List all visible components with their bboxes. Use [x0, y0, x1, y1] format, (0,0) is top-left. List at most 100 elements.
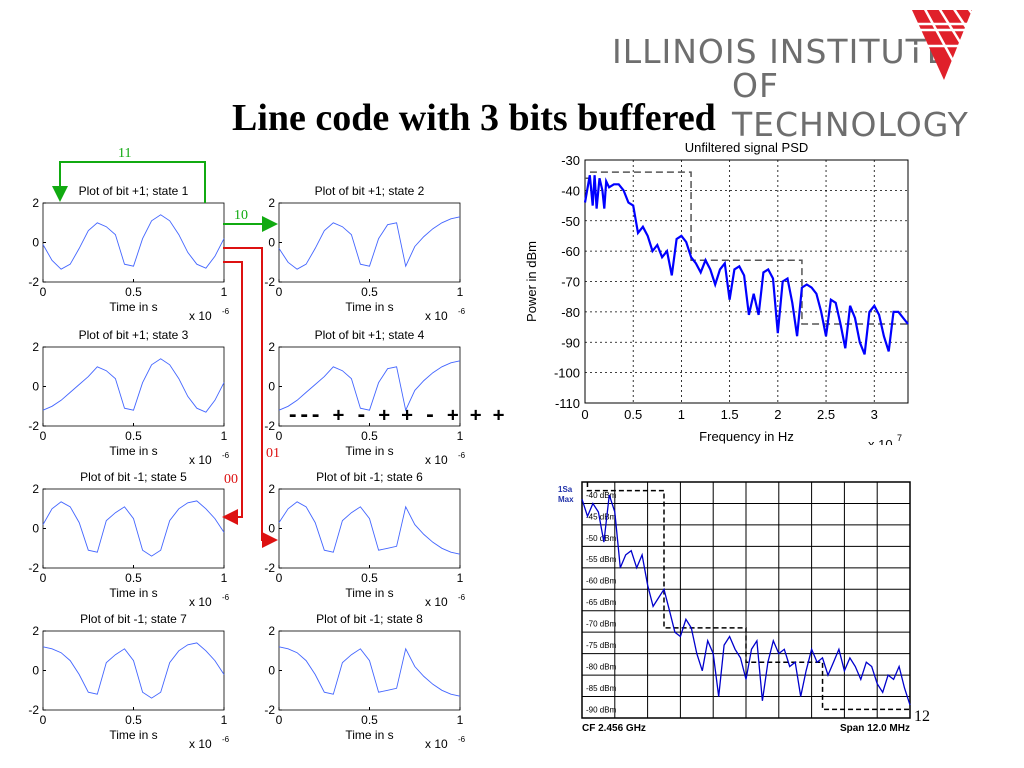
subplot-frame: [278, 346, 461, 427]
y-tick-label: -70: [561, 275, 580, 290]
sa-y-label: -70 dBm: [586, 620, 617, 629]
x-axis-label: Time in s: [345, 728, 393, 742]
x-tick-label: 0.5: [125, 571, 142, 585]
logo-line-1: ILLINOIS INSTITUTE: [612, 32, 949, 71]
x-multiplier: x 10: [425, 595, 448, 609]
x-axis-label: Time in s: [109, 444, 157, 458]
chart-title: Unfiltered signal PSD: [685, 140, 809, 155]
subplot-title: Plot of bit +1; state 1: [79, 184, 189, 198]
x-tick-label: 1: [221, 713, 228, 727]
x-multiplier: x 10: [425, 737, 448, 751]
x-tick-label: 2: [774, 407, 781, 422]
x-tick-label: 1: [678, 407, 685, 422]
y-tick-label: 2: [268, 482, 275, 496]
sa-mode-label: 1Sa: [558, 485, 573, 494]
sa-y-label: -75 dBm: [586, 641, 617, 650]
psd-chart: Unfiltered signal PSD 0 0.5 1 1.5 2 2.5 3 -30 -40…: [524, 140, 909, 445]
x-exponent: 7: [897, 433, 902, 443]
y-tick-label: -2: [264, 703, 275, 717]
x-tick-label: 0.5: [361, 285, 378, 299]
sa-y-label: -65 dBm: [586, 598, 617, 607]
page-number: 12: [914, 708, 930, 725]
waveform-line: [42, 214, 225, 270]
subplot-title: Plot of bit +1; state 4: [315, 328, 425, 342]
x-tick-label: 0: [276, 571, 283, 585]
sa-y-label: -50 dBm: [586, 534, 617, 543]
x-exponent: -6: [458, 735, 466, 744]
sa-mask-line: [586, 482, 910, 711]
x-tick-label: 0.5: [361, 429, 378, 443]
y-tick-label: 0: [32, 380, 39, 394]
x-multiplier: x 10: [425, 309, 448, 323]
x-exponent: -6: [222, 593, 230, 602]
y-tick-label: -2: [28, 703, 39, 717]
x-axis-label: Time in s: [109, 728, 157, 742]
subplot-frame: [278, 488, 461, 569]
x-axis-label: Time in s: [109, 300, 157, 314]
y-tick-label: -50: [561, 214, 580, 229]
x-exponent: -6: [222, 735, 230, 744]
y-tick-label: 2: [32, 624, 39, 638]
x-exponent: -6: [458, 593, 466, 602]
waveform-line: [278, 646, 461, 697]
y-tick-label: 2: [32, 196, 39, 210]
y-tick-label: 2: [32, 482, 39, 496]
waveform-line: [42, 358, 225, 413]
y-tick-label: -30: [561, 153, 580, 168]
y-tick-label: -2: [264, 419, 275, 433]
slide-title: Line code with 3 bits buffered: [232, 97, 716, 139]
y-tick-label: -100: [554, 366, 580, 381]
subplot-frame: [278, 630, 461, 711]
y-tick-label: 2: [268, 624, 275, 638]
y-tick-label: 0: [268, 664, 275, 678]
waveform-line: [42, 642, 225, 699]
y-tick-label: -40: [561, 183, 580, 198]
y-tick-label: -110: [555, 396, 580, 411]
x-multiplier: x 10: [189, 309, 212, 323]
subplot-title: Plot of bit -1; state 5: [80, 470, 187, 484]
x-multiplier: x 10: [189, 737, 212, 751]
x-tick-label: 2.5: [817, 407, 835, 422]
y-tick-label: -2: [28, 561, 39, 575]
x-axis-label: Time in s: [109, 586, 157, 600]
subplot-frame: [42, 488, 225, 569]
arrow-label-11: 11: [118, 146, 132, 161]
x-tick-label: 1.5: [721, 407, 739, 422]
y-tick-label: 0: [32, 236, 39, 250]
psd-series-line: [583, 175, 909, 355]
x-tick-label: 1: [221, 429, 228, 443]
sa-y-label: -85 dBm: [586, 684, 617, 693]
x-multiplier: x 10: [425, 453, 448, 467]
subplot-frame: [42, 202, 225, 283]
waveform-line: [278, 360, 461, 412]
arrow-label-00: 00: [224, 472, 238, 487]
sa-center-frequency: CF 2.456 GHz: [582, 723, 646, 734]
sa-y-label: -40 dBm: [586, 491, 617, 500]
x-tick-label: 1: [457, 429, 464, 443]
sa-span: Span 12.0 MHz: [840, 723, 910, 734]
x-tick-label: 0: [40, 571, 47, 585]
y-tick-label: 0: [268, 380, 275, 394]
y-tick-label: 0: [268, 236, 275, 250]
subplot-title: Plot of bit -1; state 8: [316, 612, 423, 626]
x-exponent: -6: [458, 307, 466, 316]
x-tick-label: 0.5: [361, 713, 378, 727]
x-tick-label: 0: [276, 285, 283, 299]
subplot-title: Plot of bit -1; state 7: [80, 612, 187, 626]
waveform-line: [278, 501, 461, 555]
x-tick-label: 1: [221, 285, 228, 299]
y-axis-label: Power in dBm: [524, 241, 539, 322]
subplot-title: Plot of bit +1; state 3: [79, 328, 189, 342]
y-tick-label: 0: [268, 522, 275, 536]
subplot-frame: [42, 630, 225, 711]
x-tick-label: 1: [221, 571, 228, 585]
x-tick-label: 0: [581, 407, 588, 422]
subplot-title: Plot of bit -1; state 6: [316, 470, 423, 484]
subplot-frame: [42, 346, 225, 427]
sa-detector-label: Max: [558, 495, 574, 504]
